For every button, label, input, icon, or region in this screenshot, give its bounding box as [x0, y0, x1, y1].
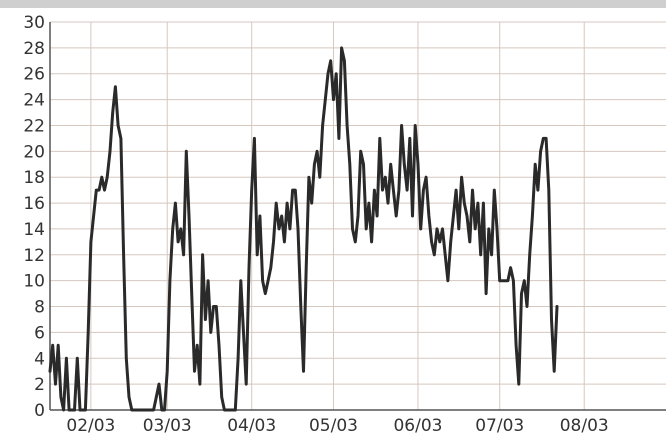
chart-title-band	[0, 0, 666, 8]
y-tick-label: 20	[23, 142, 45, 162]
series-group	[48, 46, 559, 412]
x-tick-label: 06/03	[393, 416, 442, 434]
y-tick-label: 28	[23, 39, 45, 59]
y-tick-label: 10	[23, 272, 45, 292]
x-axis-ticks: 02/03 03/03 04/03 05/03 06/03 07/03 08/03	[66, 416, 608, 434]
x-tick-label: 02/03	[66, 416, 115, 434]
series-line	[48, 46, 559, 412]
y-tick-label: 22	[23, 116, 45, 136]
y-tick-label: 2	[34, 375, 45, 395]
x-tick-label: 08/03	[560, 416, 609, 434]
cropped-title-strip	[0, 0, 666, 8]
x-tick-label: 04/03	[227, 416, 276, 434]
x-tick-label: 07/03	[475, 416, 524, 434]
y-tick-label: 18	[23, 168, 45, 188]
y-tick-label: 4	[34, 349, 45, 369]
y-tick-label: 6	[34, 323, 45, 343]
y-tick-label: 24	[23, 91, 45, 111]
y-tick-label: 16	[23, 194, 45, 214]
y-tick-label: 26	[23, 65, 45, 85]
x-tick-label: 05/03	[309, 416, 358, 434]
y-tick-label: 14	[23, 220, 45, 240]
y-tick-label: 12	[23, 246, 45, 266]
y-tick-label: 30	[23, 13, 45, 33]
y-tick-label: 0	[34, 401, 45, 421]
x-tick-label: 03/03	[143, 416, 192, 434]
y-tick-label: 8	[34, 298, 45, 318]
grid-lines	[49, 21, 666, 411]
